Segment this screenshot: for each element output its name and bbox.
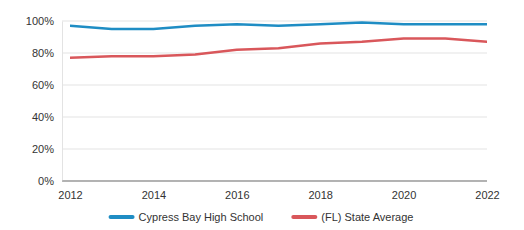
grid-line	[62, 149, 487, 150]
y-tick: 40%	[32, 111, 62, 123]
y-tick: 100%	[26, 15, 62, 27]
grid-line	[62, 53, 487, 54]
legend-item: (FL) State Average	[293, 211, 413, 223]
grid-line	[62, 21, 487, 22]
x-tick: 2022	[475, 181, 499, 201]
y-tick-label: 60%	[32, 79, 54, 91]
plot-area	[70, 23, 487, 58]
y-tick-label: 20%	[32, 143, 54, 155]
chart: 0%20%40%60%80%100%2012201420162018202020…	[0, 0, 524, 230]
grid	[62, 21, 487, 181]
legend: Cypress Bay High School (FL) State Averag…	[111, 211, 414, 223]
x-tick: 2020	[392, 181, 416, 201]
y-tick-label: 80%	[32, 47, 54, 59]
grid-line	[62, 85, 487, 86]
grid-line	[62, 117, 487, 118]
x-axis: 2012 2014 2016 2018 2020 2022	[58, 181, 499, 201]
legend-label: Cypress Bay High School	[139, 211, 264, 223]
x-tick-label: 2018	[308, 189, 332, 201]
y-tick-label: 100%	[26, 15, 54, 27]
y-axis-line	[62, 22, 63, 182]
x-axis-line	[62, 181, 487, 182]
y-axis: 0% 20% 40% 60% 80% 100%	[26, 15, 63, 187]
x-tick-label: 2022	[475, 189, 499, 201]
x-tick-label: 2012	[58, 189, 82, 201]
legend-swatch	[111, 215, 133, 219]
y-tick: 20%	[32, 143, 62, 155]
x-tick: 2016	[225, 181, 249, 201]
x-tick-label: 2014	[142, 189, 166, 201]
grid-line	[62, 181, 487, 182]
y-tick: 80%	[32, 47, 62, 59]
y-tick-label: 40%	[32, 111, 54, 123]
series-line	[70, 23, 487, 29]
y-tick: 0%	[38, 175, 62, 187]
series-line	[70, 39, 487, 58]
x-tick: 2014	[142, 181, 166, 201]
y-tick-label: 0%	[38, 175, 54, 187]
x-tick-label: 2016	[225, 189, 249, 201]
x-tick: 2018	[308, 181, 332, 201]
legend-swatch	[293, 215, 315, 219]
y-tick: 60%	[32, 79, 62, 91]
x-tick: 2012	[58, 181, 82, 201]
legend-item: Cypress Bay High School	[111, 211, 264, 223]
legend-label: (FL) State Average	[321, 211, 413, 223]
x-tick-label: 2020	[392, 189, 416, 201]
